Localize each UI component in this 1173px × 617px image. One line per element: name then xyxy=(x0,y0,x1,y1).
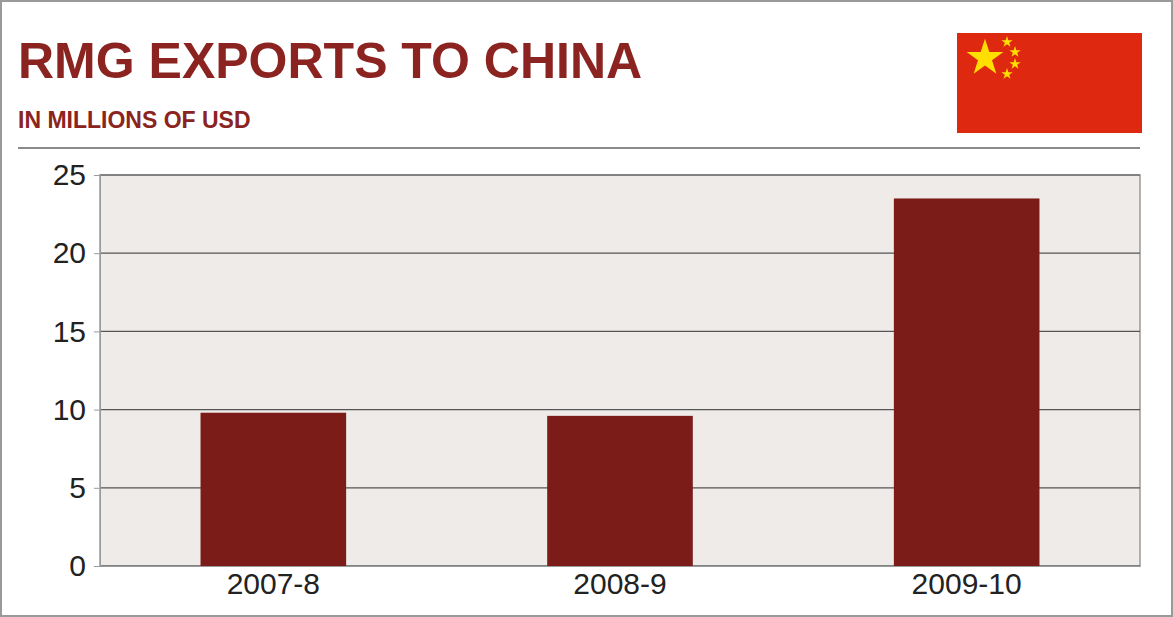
y-tick-label: 25 xyxy=(53,158,86,191)
y-tick: 20 xyxy=(53,236,100,269)
y-tick-label: 5 xyxy=(69,471,86,504)
grid-line xyxy=(100,174,1140,175)
x-tick-label: 2008-9 xyxy=(573,567,666,600)
y-tick: 10 xyxy=(53,393,100,426)
flag xyxy=(957,33,1142,133)
bar xyxy=(201,413,347,566)
bar xyxy=(547,416,693,566)
bars xyxy=(201,198,1040,566)
flag-field xyxy=(957,33,1142,133)
x-axis: 2007-8 2008-9 2009-10 xyxy=(101,566,1141,600)
subtitle: IN MILLIONS OF USD xyxy=(18,107,251,133)
y-tick-label: 0 xyxy=(69,549,86,582)
y-tick-label: 20 xyxy=(53,236,86,269)
flag-star xyxy=(1009,46,1020,57)
grid xyxy=(100,175,1140,566)
y-tick-label: 15 xyxy=(53,315,86,348)
bar xyxy=(894,198,1040,566)
title: RMG EXPORTS TO CHINA xyxy=(18,33,642,89)
y-tick-mark xyxy=(94,175,100,176)
y-tick: 15 xyxy=(53,315,100,348)
flag-star xyxy=(967,39,1004,74)
chart: RMG EXPORTS TO CHINA IN MILLIONS OF USD 0 5… xyxy=(0,0,1173,617)
flag-star xyxy=(1009,58,1020,69)
x-tick: 2007-8 xyxy=(227,566,320,600)
y-tick-mark xyxy=(94,331,100,332)
plot-area xyxy=(100,175,1140,566)
y-tick-mark xyxy=(94,566,100,567)
y-tick: 0 xyxy=(69,549,100,582)
x-tick: 2009-10 xyxy=(912,566,1022,600)
y-tick-mark xyxy=(94,253,100,254)
rule xyxy=(18,147,1140,149)
y-axis-line xyxy=(94,176,101,567)
flag-star xyxy=(1001,36,1012,47)
frame xyxy=(1,1,1172,616)
flag-star xyxy=(1001,68,1012,79)
x-tick-label: 2007-8 xyxy=(227,567,320,600)
x-tick: 2008-9 xyxy=(573,566,666,600)
y-tick: 5 xyxy=(69,471,100,504)
y-tick-mark xyxy=(94,410,100,411)
y-tick-label: 10 xyxy=(53,393,86,426)
x-tick-label: 2009-10 xyxy=(912,567,1022,600)
y-axis: 0 5 10 15 20 25 xyxy=(53,158,101,582)
y-tick-mark xyxy=(94,488,100,489)
y-tick: 25 xyxy=(53,158,100,191)
